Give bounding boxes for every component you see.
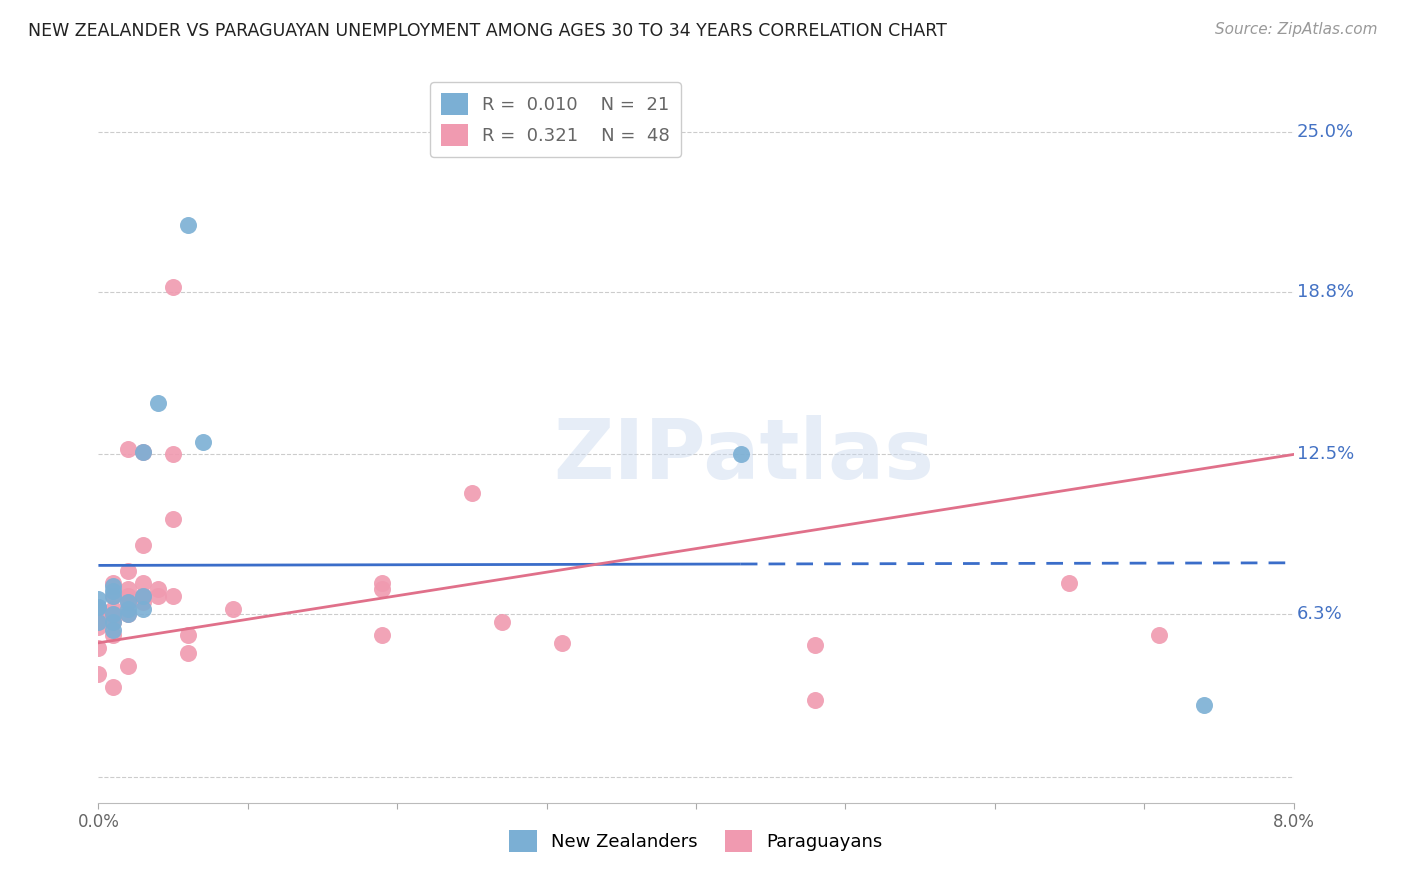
Point — [103, 602, 125, 616]
Point — [87, 591, 110, 606]
Point — [1147, 628, 1170, 642]
Point — [730, 447, 752, 461]
Point — [132, 445, 155, 459]
Point — [117, 582, 139, 596]
Point — [103, 590, 125, 604]
Point — [132, 590, 155, 604]
Point — [87, 602, 110, 616]
Text: 12.5%: 12.5% — [1298, 445, 1354, 464]
Point — [87, 620, 110, 634]
Point — [162, 279, 184, 293]
Point — [117, 594, 139, 608]
Point — [162, 590, 184, 604]
Point — [132, 594, 155, 608]
Point — [132, 538, 155, 552]
Point — [491, 615, 513, 630]
Point — [132, 602, 155, 616]
Point — [148, 590, 170, 604]
Point — [1192, 698, 1215, 712]
Point — [103, 607, 125, 622]
Text: 6.3%: 6.3% — [1298, 606, 1343, 624]
Point — [117, 602, 139, 616]
Point — [87, 615, 110, 630]
Point — [103, 610, 125, 624]
Point — [371, 576, 394, 591]
Point — [103, 680, 125, 694]
Point — [103, 590, 125, 604]
Point — [132, 590, 155, 604]
Point — [132, 445, 155, 459]
Point — [162, 447, 184, 461]
Point — [103, 615, 125, 630]
Point — [117, 607, 139, 622]
Point — [87, 640, 110, 655]
Point — [461, 486, 484, 500]
Point — [103, 623, 125, 637]
Point — [103, 607, 125, 622]
Point — [103, 628, 125, 642]
Text: NEW ZEALANDER VS PARAGUAYAN UNEMPLOYMENT AMONG AGES 30 TO 34 YEARS CORRELATION C: NEW ZEALANDER VS PARAGUAYAN UNEMPLOYMENT… — [28, 22, 948, 40]
Point — [117, 564, 139, 578]
Point — [177, 646, 200, 660]
Text: 25.0%: 25.0% — [1298, 123, 1354, 141]
Point — [1059, 576, 1081, 591]
Point — [117, 594, 139, 608]
Point — [103, 584, 125, 599]
Point — [371, 582, 394, 596]
Point — [550, 636, 572, 650]
Point — [103, 576, 125, 591]
Point — [103, 607, 125, 622]
Point — [177, 218, 200, 232]
Text: Source: ZipAtlas.com: Source: ZipAtlas.com — [1215, 22, 1378, 37]
Point — [87, 599, 110, 614]
Legend: New Zealanders, Paraguayans: New Zealanders, Paraguayans — [502, 822, 890, 859]
Point — [177, 628, 200, 642]
Point — [87, 599, 110, 614]
Point — [132, 590, 155, 604]
Text: ZIPatlas: ZIPatlas — [554, 416, 934, 497]
Point — [132, 576, 155, 591]
Point — [103, 615, 125, 630]
Point — [148, 396, 170, 410]
Point — [117, 590, 139, 604]
Point — [87, 615, 110, 630]
Point — [117, 659, 139, 673]
Point — [103, 607, 125, 622]
Text: 18.8%: 18.8% — [1298, 283, 1354, 301]
Point — [222, 602, 245, 616]
Point — [117, 607, 139, 622]
Point — [87, 666, 110, 681]
Point — [87, 610, 110, 624]
Point — [103, 579, 125, 593]
Point — [804, 639, 827, 653]
Point — [148, 582, 170, 596]
Point — [804, 692, 827, 706]
Point — [191, 434, 214, 449]
Point — [371, 628, 394, 642]
Point — [117, 442, 139, 457]
Point — [162, 512, 184, 526]
